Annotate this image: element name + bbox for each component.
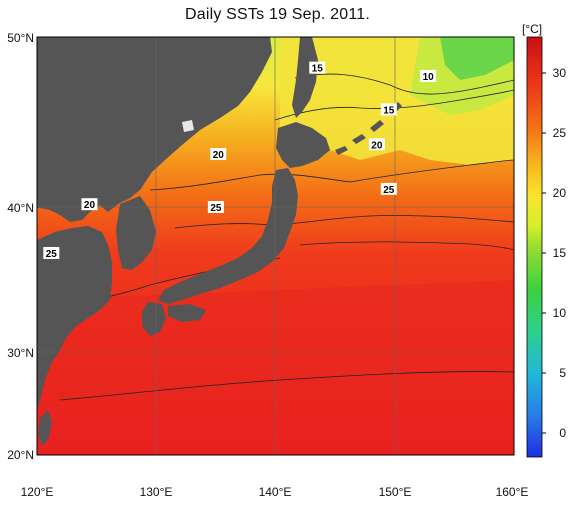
contour-label-text: 20	[213, 150, 225, 161]
shikoku-island	[168, 304, 206, 322]
contour-label: 15	[380, 103, 397, 116]
contour-label-box	[309, 61, 326, 74]
coldest-water-zone	[440, 37, 514, 80]
x-tick-label: 140°E	[259, 485, 292, 499]
y-tick-label: 30°N	[7, 346, 34, 360]
x-tick-label: 160°E	[496, 485, 529, 499]
isotherm-20	[149, 159, 514, 191]
colorbar-tick-label: 0	[559, 426, 566, 440]
y-tick-label: 50°N	[7, 31, 34, 45]
contour-label: 20	[210, 148, 227, 161]
contour-label-box	[368, 138, 385, 151]
contour-label-text: 25	[210, 203, 222, 214]
korean-peninsula	[116, 196, 156, 270]
isotherm-15	[294, 73, 514, 95]
x-tick-label: 150°E	[379, 485, 412, 499]
honshu-island	[158, 168, 298, 304]
taiwan-island	[38, 410, 52, 446]
kuril-islet-2	[352, 134, 366, 144]
colorbar-ticks: 30 25 20 15 10 5 0	[542, 66, 566, 440]
contour-label: 25	[380, 182, 397, 196]
sakhalin-island	[292, 37, 318, 118]
contour-label-box	[210, 148, 227, 161]
colorbar-tick-label: 5	[559, 366, 566, 380]
kuril-islet-3	[370, 120, 384, 132]
y-tick-label: 40°N	[7, 201, 34, 215]
contour-label-box	[43, 246, 60, 259]
map-plot-area	[37, 37, 514, 455]
contour-label: 25	[207, 200, 224, 214]
contour-label-text: 15	[312, 64, 324, 75]
contour-label: 20	[81, 198, 98, 211]
contour-labels: 15 10 15 20 20 20 25 25 25	[43, 61, 437, 260]
colorbar-tick-label: 10	[553, 306, 567, 320]
contour-label-box	[207, 200, 224, 213]
hokkaido-island	[276, 122, 330, 168]
contour-label-box	[380, 103, 397, 116]
land	[37, 37, 402, 446]
contour-label-text: 25	[383, 185, 395, 196]
y-axis: 50°N 40°N 30°N 20°N	[7, 31, 34, 462]
contour-label-text: 15	[383, 105, 395, 116]
contour-label-box	[380, 182, 397, 195]
colorbar-tick-label: 15	[553, 246, 567, 260]
contour-label-text: 20	[84, 200, 96, 211]
contour-label-box	[81, 198, 98, 211]
chinese-coast	[37, 226, 112, 410]
kyushu-island	[142, 302, 166, 336]
kuril-islet-1	[335, 146, 348, 155]
isotherm-26-east	[299, 241, 514, 251]
cloud-gap	[182, 120, 194, 132]
isotherm-16	[274, 89, 514, 121]
asian-mainland	[37, 37, 272, 222]
colorbar-scale	[526, 36, 543, 458]
contour-label-text: 10	[423, 72, 435, 83]
contour-label-text: 20	[371, 140, 383, 151]
x-axis: 120°E 130°E 140°E 150°E 160°E	[21, 485, 529, 499]
contour-label-box	[420, 70, 437, 83]
colorbar-tick-label: 20	[553, 186, 567, 200]
contour-label: 10	[420, 70, 437, 83]
y-tick-label: 20°N	[7, 448, 34, 462]
colorbar-tick-label: 30	[553, 66, 567, 80]
colorbar-tick-label: 25	[553, 126, 567, 140]
colorbar: [°C] 30 25 20 15 10 5 0	[522, 22, 566, 458]
contour-label-text: 25	[46, 249, 58, 260]
warm-water-zone	[37, 280, 514, 455]
isotherm-25	[174, 215, 514, 229]
contour-label: 25	[43, 246, 60, 260]
colorbar-unit: [°C]	[522, 22, 542, 36]
x-tick-label: 130°E	[140, 485, 173, 499]
contour-label: 15	[309, 61, 326, 75]
x-tick-label: 120°E	[21, 485, 54, 499]
plot-frame	[36, 36, 515, 456]
map-title: Daily SSTs 19 Sep. 2011.	[184, 6, 371, 23]
contour-label: 20	[368, 138, 385, 151]
isotherm-28	[59, 371, 514, 401]
